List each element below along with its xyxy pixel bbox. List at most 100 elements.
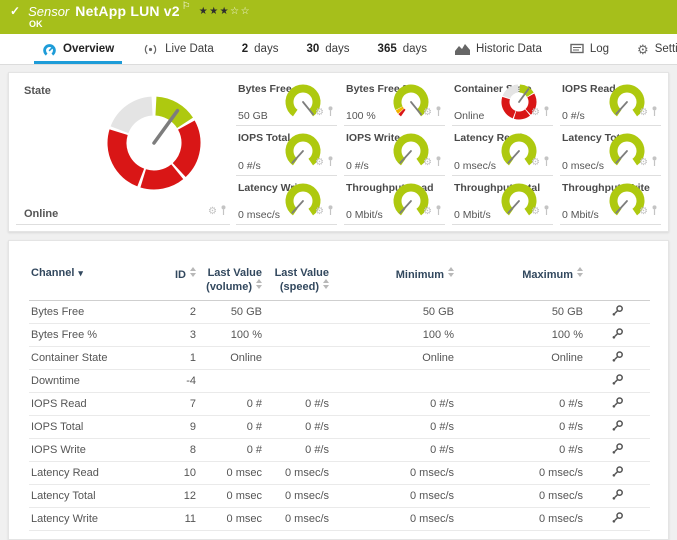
gear-icon[interactable]: ⚙	[315, 205, 324, 217]
gauge-title: IOPS Total	[238, 132, 291, 145]
channel-table-panel: Channel ▾ ID Last Value (volume) Last Value …	[8, 240, 669, 540]
state-label: State	[24, 85, 51, 97]
flag-icon[interactable]: ⚐	[181, 0, 191, 12]
channel-settings-icon[interactable]	[611, 373, 624, 389]
tab-overview[interactable]: Overview	[28, 34, 128, 64]
column-header-min[interactable]: Minimum	[331, 265, 456, 301]
star-filled-icon[interactable]: ★	[219, 5, 231, 17]
gear-icon[interactable]: ⚙	[639, 156, 648, 168]
cell-min: 0 #/s	[331, 438, 456, 462]
cell-channel[interactable]: Downtime	[29, 369, 149, 393]
priority-stars[interactable]: ★★★☆☆	[199, 6, 251, 17]
channel-settings-icon[interactable]	[611, 419, 624, 435]
gauge-tile-iops-total[interactable]: IOPS Total 0 #/s ⚙	[236, 128, 337, 176]
gear-icon[interactable]: ⚙	[639, 205, 648, 217]
column-label: Maximum	[522, 269, 573, 281]
state-gauge-tile[interactable]: State Online ⚙	[16, 79, 230, 225]
gauge-tile-throughput-total[interactable]: Throughput Total 0 Mbit/s ⚙	[452, 178, 553, 225]
gauge-title: Bytes Free %	[346, 83, 412, 95]
gear-icon[interactable]: ⚙	[423, 205, 432, 217]
pin-icon[interactable]	[220, 203, 227, 221]
gear-icon[interactable]: ⚙	[639, 107, 648, 119]
channel-settings-icon[interactable]	[611, 350, 624, 366]
cell-channel[interactable]: IOPS Write	[29, 438, 149, 462]
cell-speed	[264, 323, 331, 347]
pin-icon[interactable]	[435, 203, 442, 221]
pin-icon[interactable]	[543, 154, 550, 172]
table-row-latency-total: Latency Total 12 0 msec 0 msec/s 0 msec/s 0 m…	[29, 484, 650, 508]
tab-2-days[interactable]: 2 days	[228, 34, 293, 64]
gauge-tile-throughput-write[interactable]: Throughput Write 0 Mbit/s ⚙	[560, 178, 661, 225]
channel-settings-icon[interactable]	[611, 396, 624, 412]
star-empty-icon[interactable]: ☆	[240, 5, 252, 17]
channel-settings-icon[interactable]	[611, 465, 624, 481]
channel-settings-icon[interactable]	[611, 442, 624, 458]
star-filled-icon[interactable]: ★	[198, 5, 210, 17]
tab-log[interactable]: Log	[556, 34, 623, 64]
column-label: Last Value (volume)	[206, 267, 262, 293]
star-empty-icon[interactable]: ☆	[230, 5, 241, 17]
column-header-channel[interactable]: Channel ▾	[29, 265, 149, 301]
cell-channel[interactable]: Container State	[29, 346, 149, 370]
cell-channel[interactable]: Latency Total	[29, 484, 149, 508]
cell-channel[interactable]: Latency Write	[29, 507, 149, 531]
gear-icon[interactable]: ⚙	[531, 205, 540, 217]
cell-volume: 0 #	[198, 415, 264, 439]
column-header-max[interactable]: Maximum	[456, 265, 585, 301]
channel-settings-icon[interactable]	[611, 488, 624, 504]
gear-icon[interactable]: ⚙	[208, 206, 217, 217]
channel-settings-icon[interactable]	[611, 511, 624, 527]
cell-actions	[585, 507, 650, 531]
channel-settings-icon[interactable]	[611, 327, 624, 343]
tab-historic-data[interactable]: Historic Data	[441, 34, 556, 64]
cell-actions	[585, 369, 650, 393]
tab-30-days[interactable]: 30 days	[292, 34, 363, 64]
gauge-tile-container-state[interactable]: Container State Online ⚙	[452, 79, 553, 127]
cell-channel[interactable]: Latency Read	[29, 461, 149, 485]
pin-icon[interactable]	[651, 104, 658, 122]
pin-icon[interactable]	[327, 203, 334, 221]
gauge-tile-iops-write[interactable]: IOPS Write 0 #/s ⚙	[344, 128, 445, 176]
tab-365-days[interactable]: 365 days	[364, 34, 441, 64]
state-value: Online	[24, 208, 59, 220]
pin-icon[interactable]	[651, 154, 658, 172]
gauge-value: 0 Mbit/s	[346, 208, 383, 221]
column-header-volume[interactable]: Last Value (volume)	[198, 265, 264, 301]
pin-icon[interactable]	[435, 154, 442, 172]
cell-channel[interactable]: Bytes Free	[29, 300, 149, 324]
gear-icon[interactable]: ⚙	[531, 156, 540, 168]
gauge-tile-bytes-free[interactable]: Bytes Free 50 GB ⚙	[236, 79, 337, 127]
pin-icon[interactable]	[543, 104, 550, 122]
cell-actions	[585, 300, 650, 324]
cell-volume: Online	[198, 346, 264, 370]
gauge-tile-iops-read[interactable]: IOPS Read 0 #/s ⚙	[560, 79, 661, 127]
pin-icon[interactable]	[651, 203, 658, 221]
gauge-tile-bytes-free[interactable]: Bytes Free % 100 % ⚙	[344, 79, 445, 127]
column-header-id[interactable]: ID	[149, 265, 198, 301]
gear-icon[interactable]: ⚙	[423, 107, 432, 119]
tab-settings[interactable]: ⚙ Settings	[623, 34, 677, 64]
cell-channel[interactable]: IOPS Read	[29, 392, 149, 416]
gauge-tile-throughput-read[interactable]: Throughput Read 0 Mbit/s ⚙	[344, 178, 445, 225]
gear-icon[interactable]: ⚙	[315, 156, 324, 168]
cell-channel[interactable]: Bytes Free %	[29, 323, 149, 347]
gauge-title: IOPS Read	[562, 83, 616, 95]
column-header-speed[interactable]: Last Value (speed)	[264, 265, 331, 301]
star-filled-icon[interactable]: ★	[209, 5, 220, 17]
gear-icon[interactable]: ⚙	[315, 107, 324, 119]
pin-icon[interactable]	[327, 104, 334, 122]
gauge-tile-latency-write[interactable]: Latency Write 0 msec/s ⚙	[236, 178, 337, 225]
pin-icon[interactable]	[543, 203, 550, 221]
cell-max: 100 %	[456, 323, 585, 347]
tab-live-data[interactable]: Live Data	[128, 34, 228, 64]
tab-label: Live Data	[165, 43, 214, 55]
gear-icon[interactable]: ⚙	[531, 107, 540, 119]
pin-icon[interactable]	[435, 104, 442, 122]
cell-actions	[585, 415, 650, 439]
gear-icon[interactable]: ⚙	[423, 156, 432, 168]
gauge-tile-latency-total[interactable]: Latency Total 0 msec/s ⚙	[560, 128, 661, 176]
cell-channel[interactable]: IOPS Total	[29, 415, 149, 439]
gauge-tile-latency-read[interactable]: Latency Read 0 msec/s ⚙	[452, 128, 553, 176]
channel-settings-icon[interactable]	[611, 304, 624, 320]
pin-icon[interactable]	[327, 154, 334, 172]
